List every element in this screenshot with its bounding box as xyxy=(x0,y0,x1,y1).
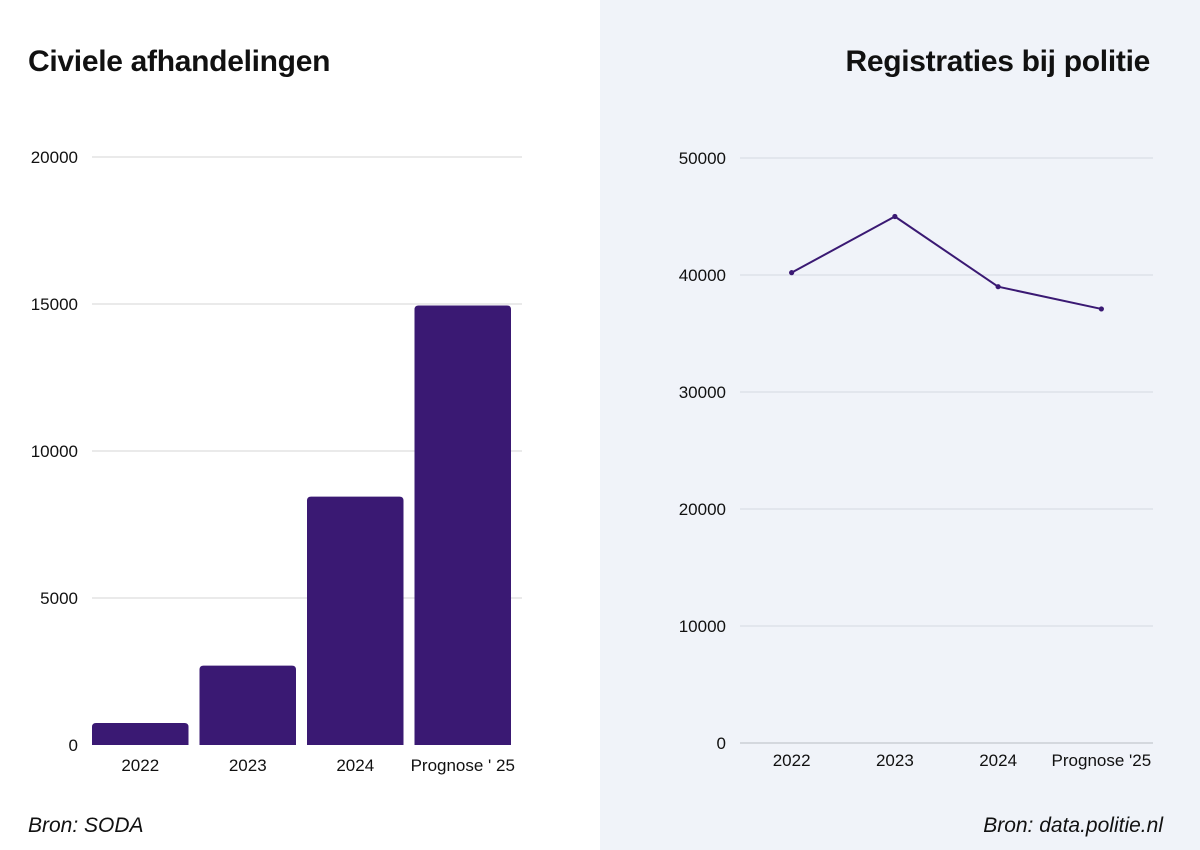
data-point xyxy=(789,270,795,276)
chart-title: Civiele afhandelingen xyxy=(28,45,331,78)
x-tick-label: 2024 xyxy=(979,751,1017,770)
data-point xyxy=(892,213,898,220)
y-tick-label: 5000 xyxy=(40,589,78,608)
x-tick-label: Prognose '25 xyxy=(1052,751,1152,770)
x-tick-label: 2022 xyxy=(773,751,811,770)
right-panel: Registraties bij politie 0 10000 20000 3000… xyxy=(600,0,1200,850)
bar xyxy=(199,665,296,745)
bar xyxy=(307,496,404,745)
y-tick-label: 20000 xyxy=(679,500,726,519)
left-panel: Civiele afhandelingen 0 5000 10000 15000 200… xyxy=(28,45,522,837)
x-tick-label: 2022 xyxy=(121,756,159,775)
y-tick-label: 0 xyxy=(69,736,78,755)
source-label: Bron: data.politie.nl xyxy=(983,814,1163,837)
y-tick-label: 15000 xyxy=(31,295,78,314)
x-tick-label: 2023 xyxy=(876,751,914,770)
y-tick-label: 10000 xyxy=(31,442,78,461)
x-tick-label: 2023 xyxy=(229,756,267,775)
bar-chart: 0 5000 10000 15000 20000 2022 2023 2024 Prognose… xyxy=(31,148,522,775)
series-line xyxy=(791,215,1102,310)
bar xyxy=(92,722,189,745)
y-tick-label: 40000 xyxy=(679,266,726,285)
y-tick-label: 20000 xyxy=(31,148,78,167)
source-label: Bron: SODA xyxy=(28,814,144,837)
y-tick-label: 50000 xyxy=(679,149,726,168)
bar xyxy=(414,305,511,745)
line-chart: 0 10000 20000 30000 40000 50000 2022 2023 2024 Pr… xyxy=(679,149,1153,770)
y-tick-label: 10000 xyxy=(679,617,726,636)
data-point xyxy=(1098,306,1104,312)
chart-title: Registraties bij politie xyxy=(845,45,1150,78)
y-tick-label: 30000 xyxy=(679,383,726,402)
y-tick-label: 0 xyxy=(717,734,726,753)
x-tick-label: Prognose ' 25 xyxy=(411,756,515,775)
data-point xyxy=(995,284,1001,290)
x-tick-label: 2024 xyxy=(336,756,374,775)
